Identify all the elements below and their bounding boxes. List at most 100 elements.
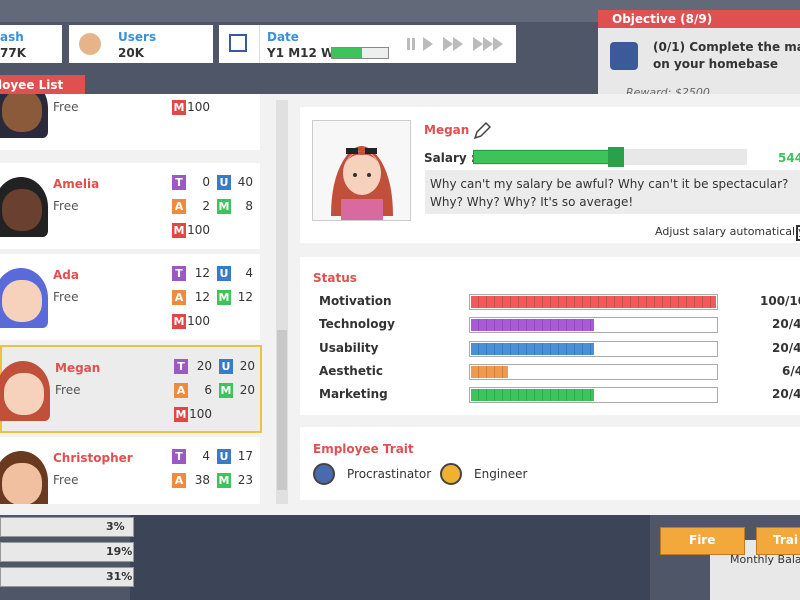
status-value: 20/4 [772, 317, 800, 332]
employee-card[interactable]: Amelia Free T 0 U 40 A 2 M 8 M 100 [0, 163, 260, 249]
avatar-face [4, 373, 44, 415]
employee-name: Megan [55, 361, 101, 375]
status-bar [469, 387, 718, 404]
bottom-area: 3% 19% 31% Monthly Balan Fire Trai [0, 515, 800, 600]
avatar-face [2, 189, 42, 231]
megaphone-icon [610, 42, 638, 70]
objective-text: on your homebase [653, 57, 779, 71]
status-label: Marketing [319, 387, 388, 402]
employee-status: Free [53, 100, 79, 114]
cash-label: ash [0, 30, 24, 44]
date-label: Date [267, 30, 299, 44]
employee-status: Free [55, 383, 81, 397]
scroll-thumb[interactable] [277, 330, 287, 490]
date-value: Y1 M12 W [267, 46, 335, 60]
employee-panel: FreeA9M1M100AmeliaFreeT0U40A2M8M100AdaFr… [0, 94, 800, 515]
trait-icon [313, 463, 335, 485]
stat-value: 6 [204, 383, 212, 397]
employee-name: Ada [53, 268, 79, 282]
stat-value: 100 [187, 314, 210, 328]
stat-value: 4 [202, 449, 210, 463]
users-label: Users [118, 30, 157, 44]
employee-card[interactable]: FreeA9M1M100 [0, 94, 260, 150]
stat-value: 23 [237, 473, 253, 487]
status-label: Aesthetic [319, 363, 383, 378]
status-card: Status Motivation 100/10 Technology 20/4 Usa… [300, 257, 800, 415]
progress-value: 3% [106, 520, 125, 533]
objective-text: (0/1) Complete the mark [653, 40, 800, 54]
stat-badge: M [217, 473, 231, 488]
office-floor [130, 515, 650, 600]
objective-title: Objective (8/9) [612, 12, 713, 26]
employee-card[interactable]: Christopher Free T 4 U 17 A 38 M 23 [0, 437, 260, 504]
status-label: Technology [319, 317, 395, 332]
status-title: Status [313, 271, 357, 285]
stat-badge: M [174, 407, 188, 422]
status-bar [469, 340, 718, 357]
pause-button[interactable] [407, 38, 415, 50]
employee-card[interactable]: Megan Free T 20 U 20 A 6 M 20 M 100 [0, 345, 262, 433]
status-bar [469, 317, 718, 334]
auto-salary-checkbox[interactable] [796, 225, 800, 241]
status-bar-fill [471, 389, 594, 402]
employee-status: Free [53, 290, 79, 304]
trait-card: Employee Trait Procrastinator Engineer [300, 427, 800, 500]
salary-slider[interactable] [473, 147, 747, 167]
objective-header: Objective (8/9) [598, 10, 800, 28]
stat-value: 100 [187, 100, 210, 114]
stat-value: 100 [187, 223, 210, 237]
stat-badge: A [172, 199, 186, 214]
week-progress-fill [332, 48, 362, 58]
stat-badge: A [172, 290, 186, 305]
employee-name: Amelia [53, 177, 100, 191]
stat-badge: M [217, 290, 231, 305]
status-bar [469, 363, 718, 380]
stat-badge: U [217, 175, 231, 190]
trait-name: Engineer [474, 467, 528, 481]
stat-badge: A [172, 473, 186, 488]
status-label: Motivation [319, 294, 392, 308]
status-bar [469, 294, 718, 310]
divider [259, 25, 260, 63]
button-label: Fire [689, 533, 716, 547]
stat-badge: T [172, 175, 186, 190]
stat-badge: U [217, 266, 231, 281]
salary-handle[interactable] [608, 147, 624, 167]
salary-value: 544 [778, 151, 800, 165]
stat-value: 0 [202, 175, 210, 189]
week-progress [331, 47, 389, 59]
stat-value: 17 [237, 449, 253, 463]
stat-badge: U [217, 449, 231, 464]
action-button[interactable]: Trai [756, 527, 800, 555]
stat-value: 100 [189, 407, 212, 421]
speed-buttons[interactable] [423, 37, 513, 51]
employee-card[interactable]: Ada Free T 12 U 4 A 12 M 12 M 100 [0, 254, 260, 340]
avatar-face [2, 94, 42, 132]
stat-value: 12 [194, 266, 210, 280]
trait-name: Procrastinator [347, 467, 432, 481]
status-bar-fill [471, 319, 594, 332]
stat-badge: M [172, 100, 186, 115]
auto-salary-label: Adjust salary automatically [655, 225, 800, 238]
stat-badge: A [174, 383, 188, 398]
monthly-balance: Monthly Balan [730, 553, 800, 566]
users-icon [79, 33, 101, 55]
progress-bar [0, 567, 134, 587]
stat-value: 4 [245, 266, 253, 280]
stat-badge: T [172, 266, 186, 281]
action-button[interactable]: Fire [660, 527, 745, 555]
status-value: 20/4 [772, 387, 800, 402]
stat-value: 12 [237, 290, 253, 304]
status-value: 20/4 [772, 340, 800, 355]
stat-badge: M [172, 223, 186, 238]
edit-name[interactable] [472, 121, 492, 141]
employee-list-title: loyee List [0, 78, 64, 92]
scrollbar[interactable] [276, 100, 288, 504]
cash-panel: ash 77K [0, 25, 62, 63]
employee-name: Christopher [53, 451, 133, 465]
salary-label: Salary : [424, 151, 476, 165]
stat-value: 8 [245, 199, 253, 213]
stat-value: 38 [194, 473, 210, 487]
button-label: Trai [773, 533, 798, 547]
